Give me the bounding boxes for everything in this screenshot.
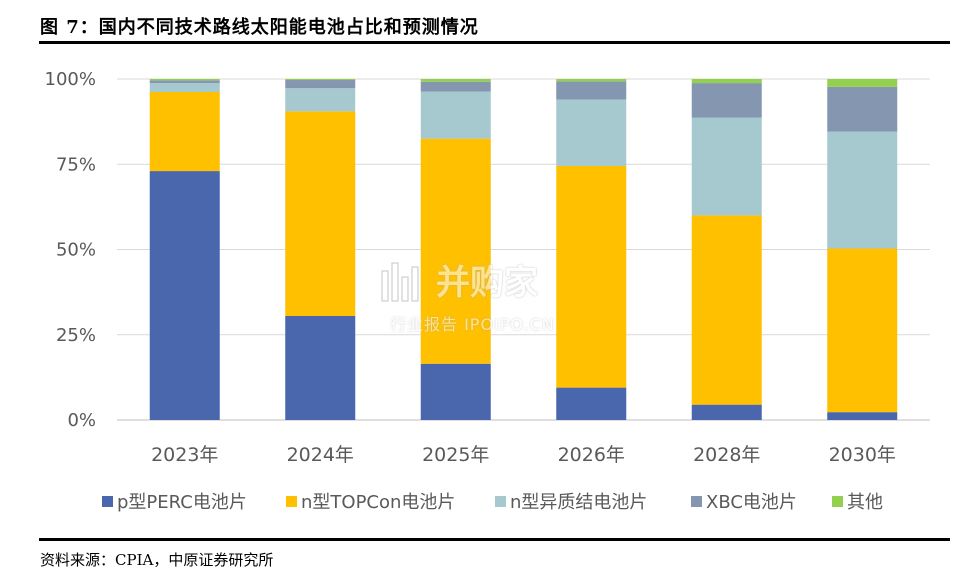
bar-segment <box>827 86 898 132</box>
figure-source: 资料来源：CPIA，中原证券研究所 <box>40 551 274 569</box>
bar-segment <box>420 91 491 139</box>
bar-segment <box>827 248 898 413</box>
figure-title: 图 7：国内不同技术路线太阳能电池占比和预测情况 <box>40 17 479 38</box>
x-tick-label: 2025年 <box>422 444 489 466</box>
bar-segment <box>285 80 356 89</box>
bar-segment <box>827 412 898 420</box>
title-rule <box>39 41 950 44</box>
x-tick-label: 2030年 <box>829 444 896 466</box>
y-tick-label: 100% <box>45 69 96 90</box>
y-tick-label: 75% <box>56 154 96 175</box>
bar-segment <box>827 131 898 249</box>
bar-segment <box>420 79 491 82</box>
bar-segment <box>149 79 220 81</box>
bar-segment <box>827 79 898 87</box>
y-tick-label: 25% <box>56 325 96 346</box>
legend-swatch <box>495 496 506 507</box>
bar-segment <box>149 83 220 92</box>
y-tick-label: 0% <box>67 410 96 431</box>
bar-segment <box>285 79 356 81</box>
bar-segment <box>556 387 627 420</box>
bar-segment <box>420 81 491 92</box>
legend-swatch <box>286 496 297 507</box>
legend-label: n型异质结电池片 <box>510 492 647 513</box>
x-tick-label: 2028年 <box>693 444 760 466</box>
x-tick-label: 2023年 <box>151 444 218 466</box>
bar-segment <box>691 215 762 405</box>
bar-stacks <box>149 79 898 420</box>
legend-label: XBC电池片 <box>706 492 797 513</box>
grid-lines <box>117 78 930 421</box>
legend-label: 其他 <box>847 492 883 513</box>
x-tick-label: 2024年 <box>287 444 354 466</box>
bar-segment <box>691 79 762 84</box>
chart-legend: p型PERC电池片 n型TOPCon电池片 n型异质结电池片 XBC电池片 其他 <box>102 492 883 513</box>
bar-segment <box>556 165 627 388</box>
bar-segment <box>285 88 356 112</box>
bar-segment <box>556 99 627 166</box>
bar-segment <box>556 81 627 100</box>
y-axis-ticks: 0% 25% 50% 75% 100% <box>45 69 96 431</box>
legend-swatch <box>691 496 702 507</box>
bar-segment <box>691 404 762 420</box>
y-tick-label: 50% <box>56 240 96 261</box>
bar-segment <box>420 363 491 420</box>
bar-segment <box>149 171 220 420</box>
x-tick-label: 2026年 <box>558 444 625 466</box>
bar-segment <box>691 83 762 118</box>
bar-segment <box>420 138 491 364</box>
legend-swatch <box>832 496 843 507</box>
bar-segment <box>149 80 220 84</box>
bar-segment <box>285 315 356 420</box>
legend-label: n型TOPCon电池片 <box>301 492 455 513</box>
source-rule <box>39 538 950 541</box>
legend-label: p型PERC电池片 <box>117 492 247 513</box>
bar-segment <box>691 117 762 216</box>
x-axis-ticks: 2023年 2024年 2025年 2026年 2028年 2030年 <box>151 444 896 466</box>
legend-swatch <box>102 496 113 507</box>
bar-segment <box>285 111 356 316</box>
bar-segment <box>556 79 627 82</box>
bar-segment <box>149 91 220 172</box>
